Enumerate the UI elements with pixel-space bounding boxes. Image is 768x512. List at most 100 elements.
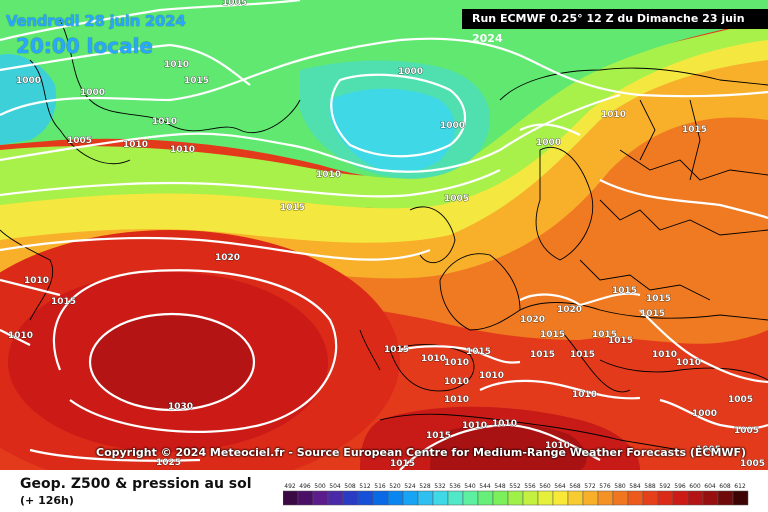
forecast-lead-time: (+ 126h): [20, 494, 74, 507]
pressure-label: 1010: [24, 276, 49, 286]
scale-swatch: [702, 490, 719, 506]
pressure-label: 1020: [215, 253, 240, 263]
scale-label: 552: [509, 483, 521, 490]
scale-swatch: [297, 490, 314, 506]
scale-swatches: [283, 490, 749, 506]
scale-label: 520: [389, 483, 401, 490]
scale-label: 492: [284, 483, 296, 490]
pressure-label: 1010: [316, 170, 341, 180]
field-sahara-core: [430, 423, 587, 470]
pressure-label: 1020: [520, 315, 545, 325]
scale-label: 532: [434, 483, 446, 490]
scale-swatch: [492, 490, 509, 506]
pressure-label: 1005: [67, 136, 92, 146]
pressure-label: 1015: [646, 294, 671, 304]
pressure-label: 1015: [384, 345, 409, 355]
pressure-label: 1010: [421, 354, 446, 364]
scale-swatch: [447, 490, 464, 506]
scale-label: 564: [554, 483, 566, 490]
scale-swatch: [342, 490, 359, 506]
forecast-time: 20:00 locale: [16, 34, 153, 58]
pressure-label: 1010: [170, 145, 195, 155]
scale-swatch: [672, 490, 689, 506]
pressure-label: 1015: [682, 125, 707, 135]
pressure-label: 1005: [222, 0, 247, 8]
scale-swatch: [372, 490, 389, 506]
scale-swatch: [522, 490, 539, 506]
scale-label: 576: [599, 483, 611, 490]
scale-label: 516: [374, 483, 386, 490]
pressure-label: 1010: [8, 331, 33, 341]
scale-label: 496: [299, 483, 311, 490]
scale-swatch: [417, 490, 434, 506]
scale-label: 548: [494, 483, 506, 490]
coastlines: [0, 19, 768, 451]
pressure-label: 1010: [676, 358, 701, 368]
pressure-label: 1015: [184, 76, 209, 86]
pressure-label: 1005: [734, 426, 759, 436]
scale-swatch: [462, 490, 479, 506]
scale-swatch: [642, 490, 659, 506]
map-title: Geop. Z500 & pression au sol: [20, 476, 252, 492]
pressure-label: 1010: [545, 441, 570, 451]
pressure-label: 1005: [728, 395, 753, 405]
scale-swatch: [537, 490, 554, 506]
scale-swatch: [567, 490, 584, 506]
scale-label: 512: [359, 483, 371, 490]
pressure-label: 1015: [530, 350, 555, 360]
field-cyan-west: [0, 54, 57, 145]
scale-swatch: [312, 490, 329, 506]
pressure-label: 1010: [444, 377, 469, 387]
scale-swatch: [507, 490, 524, 506]
pressure-label: 1000: [16, 76, 41, 86]
pressure-label: 1000: [536, 138, 561, 148]
high-core: [90, 314, 254, 410]
scale-label: 540: [464, 483, 476, 490]
scale-label: 600: [689, 483, 701, 490]
copyright-notice: Copyright © 2024 Meteociel.fr - Source E…: [96, 446, 747, 459]
scale-label: 612: [734, 483, 746, 490]
scale-label: 604: [704, 483, 716, 490]
pressure-label: 1010: [652, 350, 677, 360]
pressure-label: 1015: [540, 330, 565, 340]
scale-swatch: [627, 490, 644, 506]
scale-label: 608: [719, 483, 731, 490]
scale-label: 528: [419, 483, 431, 490]
scale-label: 560: [539, 483, 551, 490]
scale-label: 500: [314, 483, 326, 490]
scale-label: 572: [584, 483, 596, 490]
scale-swatch: [283, 490, 299, 506]
scale-swatch: [327, 490, 344, 506]
scale-label: 568: [569, 483, 581, 490]
scale-swatch: [612, 490, 629, 506]
scale-label: 580: [614, 483, 626, 490]
pressure-label: 1000: [80, 88, 105, 98]
pressure-label: 1015: [280, 203, 305, 213]
scale-swatch: [477, 490, 494, 506]
pressure-label: 1030: [168, 402, 193, 412]
scale-label: 596: [674, 483, 686, 490]
forecast-date: Vendredi 28 juin 2024: [6, 12, 186, 30]
pressure-label: 1000: [398, 67, 423, 77]
scale-label: 588: [644, 483, 656, 490]
pressure-label: 1005: [740, 459, 765, 469]
pressure-label: 1010: [479, 371, 504, 381]
pressure-label: 1010: [123, 140, 148, 150]
pressure-label: 1015: [592, 330, 617, 340]
scale-swatch: [357, 490, 374, 506]
scale-swatch: [432, 490, 449, 506]
scale-label: 544: [479, 483, 491, 490]
color-scale-legend: 492 496 500 504 508 512 516 520 524 528 532 536 540 5…: [283, 483, 749, 506]
pressure-label: 1010: [444, 395, 469, 405]
pressure-label: 1015: [612, 286, 637, 296]
scale-labels: 492 496 500 504 508 512 516 520 524 528 532 536 540 5…: [284, 483, 746, 490]
pressure-label: 1010: [164, 60, 189, 70]
scale-swatch: [597, 490, 614, 506]
scale-label: 508: [344, 483, 356, 490]
pressure-label: 1015: [570, 350, 595, 360]
field-cyan: [329, 88, 455, 172]
scale-label: 584: [629, 483, 641, 490]
scale-swatch: [552, 490, 569, 506]
